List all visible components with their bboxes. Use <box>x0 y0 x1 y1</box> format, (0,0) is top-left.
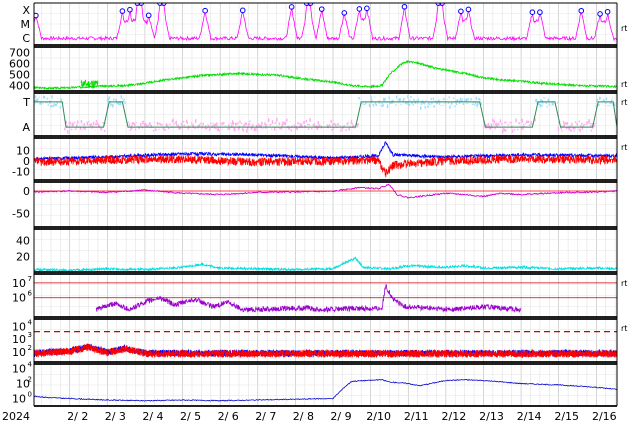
x-axis-day-label: 2/11 <box>404 410 429 423</box>
electron-tick-label: 10 <box>12 321 26 334</box>
hee-tick-label: 10 <box>12 363 26 376</box>
hee-tick-label: 10 <box>12 393 26 406</box>
xray-tick-label: X <box>22 4 30 17</box>
hee-tick-exponent: 2 <box>28 376 32 384</box>
speed-tick-label: 400 <box>9 80 30 93</box>
electron-flux-series-2 <box>34 344 617 358</box>
density-series <box>34 257 617 271</box>
x-axis-day-label: 2/ 8 <box>293 410 314 423</box>
xray-flux-series <box>34 5 617 40</box>
electron-tick-label: 10 <box>12 346 26 359</box>
flare-marker <box>128 7 133 12</box>
proton-rt-marker: rt <box>621 279 627 288</box>
xray-tick-label: M <box>21 18 31 31</box>
sector-tick-label: A <box>22 121 30 134</box>
panel-plot-area <box>34 257 617 271</box>
x-axis-day-label: 2/13 <box>479 410 504 423</box>
x-axis-day-label: 2/ 7 <box>255 410 276 423</box>
x-axis-day-label: 2/ 3 <box>105 410 126 423</box>
dst-tick-label: -50 <box>12 208 30 221</box>
proton-tick-exponent: 6 <box>28 290 33 298</box>
proton-tick-label: 10 <box>12 292 26 305</box>
x-axis-day-label: 2/ 4 <box>142 410 163 423</box>
electron-tick-exponent: 4 <box>28 319 33 327</box>
panel-plot-area <box>34 332 617 358</box>
x-axis-day-label: 2/16 <box>592 410 617 423</box>
flare-marker <box>289 5 294 10</box>
panel-plot-area <box>34 61 617 90</box>
electron-rt-marker: rt <box>621 324 627 333</box>
x-axis-day-label: 2/12 <box>442 410 467 423</box>
flare-marker <box>466 7 471 12</box>
electron-tick-exponent: 3 <box>28 331 32 339</box>
panel-plot-area <box>34 283 617 312</box>
x-axis-day-label: 2/14 <box>517 410 542 423</box>
flare-marker <box>365 6 370 11</box>
solar-wind-speed-series <box>34 61 617 90</box>
flare-marker <box>402 4 407 9</box>
sector-rt-marker: rt <box>621 98 627 107</box>
imf-rt-marker: rt <box>621 143 627 152</box>
x-axis-day-label: 2/ 9 <box>330 410 351 423</box>
flare-marker <box>240 8 245 13</box>
hee-tick-exponent: 0 <box>28 391 32 399</box>
imf-bz-series <box>34 155 617 177</box>
speed-rt-marker: rt <box>621 80 627 89</box>
imf-tick-label: -10 <box>12 166 30 179</box>
x-axis-year-label: 2024 <box>2 410 30 423</box>
flare-marker <box>459 9 464 14</box>
panel-plot-area <box>34 184 617 198</box>
panel-plot-area <box>34 142 617 177</box>
flare-marker <box>203 8 208 13</box>
x-axis-day-label: 2/10 <box>366 410 391 423</box>
proton-tick-exponent: 7 <box>28 275 32 283</box>
flare-marker <box>598 12 603 17</box>
electron-tick-label: 10 <box>12 333 26 346</box>
xray-tick-label: C <box>22 32 30 45</box>
hee-flux-series <box>34 379 617 401</box>
x-axis-day-label: 2/ 2 <box>67 410 88 423</box>
x-axis-day-label: 2/ 5 <box>180 410 201 423</box>
x-axis-day-label: 2/15 <box>554 410 579 423</box>
proton-tick-label: 10 <box>12 277 26 290</box>
density-tick-label: 20 <box>16 250 30 263</box>
electron-tick-exponent: 2 <box>28 344 32 352</box>
hee-tick-exponent: 4 <box>28 361 33 369</box>
grid-lines <box>34 3 617 406</box>
panel-plot-area <box>34 379 617 401</box>
sector-tick-label: T <box>22 96 30 109</box>
density-tick-label: 40 <box>16 235 30 248</box>
flare-marker <box>579 8 584 13</box>
dst-tick-label: 0 <box>23 185 30 198</box>
x-axis-day-label: 2/ 6 <box>218 410 239 423</box>
xray-rt-marker: rt <box>621 24 627 33</box>
